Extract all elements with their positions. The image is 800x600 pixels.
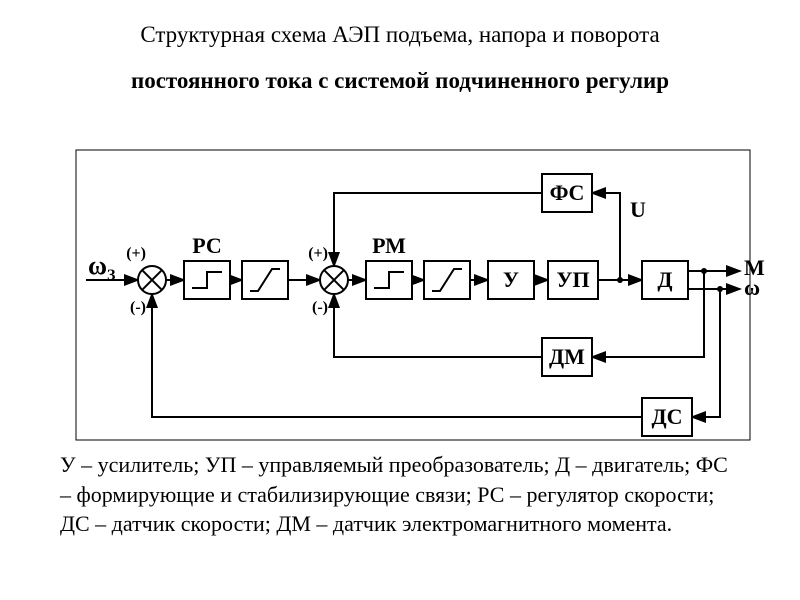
svg-text:УП: УП bbox=[556, 267, 589, 292]
svg-text:Д: Д bbox=[657, 267, 672, 292]
svg-text:(-): (-) bbox=[130, 299, 146, 316]
svg-text:(+): (+) bbox=[308, 245, 328, 262]
svg-text:ФС: ФС bbox=[550, 180, 585, 205]
svg-text:У: У bbox=[503, 267, 519, 292]
legend-text: У – усилитель; УП – управляемый преобраз… bbox=[60, 450, 740, 539]
svg-text:РС: РС bbox=[192, 233, 222, 258]
svg-text:ДС: ДС bbox=[651, 404, 682, 429]
svg-text:РМ: РМ bbox=[372, 233, 406, 258]
svg-text:ωЗ: ωЗ bbox=[88, 251, 116, 284]
svg-text:ДМ: ДМ bbox=[549, 344, 585, 369]
svg-text:(+): (+) bbox=[126, 245, 146, 262]
svg-text:U: U bbox=[630, 197, 646, 222]
svg-text:(-): (-) bbox=[312, 299, 328, 316]
svg-text:ω: ω bbox=[744, 275, 760, 300]
